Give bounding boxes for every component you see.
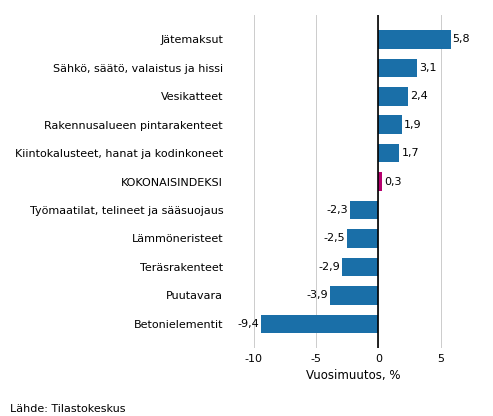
Bar xyxy=(350,201,378,219)
Text: Lähde: Tilastokeskus: Lähde: Tilastokeskus xyxy=(10,404,125,414)
Bar xyxy=(378,30,451,49)
Bar xyxy=(378,144,399,162)
Text: -3,9: -3,9 xyxy=(306,290,328,300)
Bar xyxy=(378,87,408,106)
Bar xyxy=(330,286,378,305)
Text: -2,3: -2,3 xyxy=(326,205,348,215)
Text: 2,4: 2,4 xyxy=(410,91,428,101)
X-axis label: Vuosimuutos, %: Vuosimuutos, % xyxy=(306,369,401,382)
Text: 0,3: 0,3 xyxy=(384,176,401,187)
Text: 1,7: 1,7 xyxy=(401,148,419,158)
Text: 5,8: 5,8 xyxy=(453,35,470,45)
Text: 1,9: 1,9 xyxy=(404,120,422,130)
Text: -9,4: -9,4 xyxy=(238,319,259,329)
Bar xyxy=(347,229,378,248)
Text: 3,1: 3,1 xyxy=(419,63,436,73)
Text: -2,5: -2,5 xyxy=(323,233,345,243)
Bar xyxy=(261,314,378,333)
Bar xyxy=(378,172,382,191)
Bar xyxy=(342,258,378,276)
Text: -2,9: -2,9 xyxy=(318,262,340,272)
Bar xyxy=(378,59,417,77)
Bar xyxy=(378,116,402,134)
